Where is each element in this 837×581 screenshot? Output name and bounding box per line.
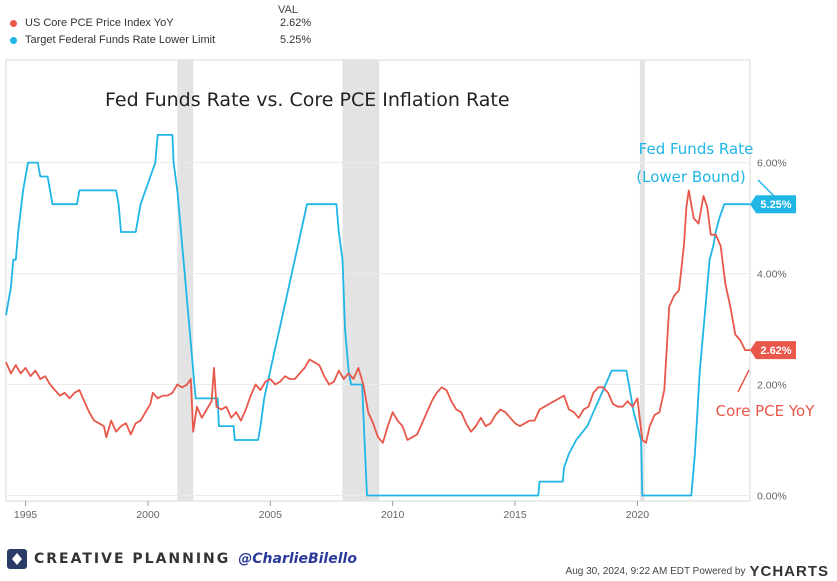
core-pce-end-label: 2.62%	[750, 341, 796, 360]
footer-attribution: Aug 30, 2024, 9:22 AM EDT Powered by YCH…	[566, 563, 829, 580]
brand-logo: CREATIVE PLANNING @CharlieBilello	[6, 548, 357, 570]
y-tick-label: 4.00%	[757, 269, 787, 281]
y-tick-label: 2.00%	[757, 380, 787, 392]
core-pce-annotation: Core PCE YoY	[716, 402, 816, 420]
x-tick-label: 2005	[259, 509, 283, 521]
x-tick-label: 2000	[136, 509, 160, 521]
ycharts-logo: YCHARTS	[749, 563, 829, 580]
footer-timestamp: Aug 30, 2024, 9:22 AM EDT Powered by	[565, 566, 746, 577]
x-tick-label: 2015	[503, 509, 527, 521]
legend-dot-icon	[10, 36, 17, 44]
legend: VAL US Core PCE Price Index YoY 2.62% Ta…	[0, 0, 330, 52]
fed-funds-line	[5, 134, 750, 497]
annotations: Fed Funds Rate (Lower Bound) Core PCE YoY	[636, 140, 815, 420]
fed-funds-annotation: (Lower Bound)	[636, 168, 745, 186]
author-handle: @CharlieBilello	[238, 551, 357, 567]
x-tick-label: 2010	[381, 509, 405, 521]
legend-item-value: 2.62%	[280, 17, 312, 29]
recession-band	[342, 60, 380, 501]
fed-funds-end-label: 5.25%	[750, 195, 796, 214]
x-tick-label: 2020	[626, 509, 650, 521]
end-label-box	[750, 341, 796, 360]
series-lines	[5, 134, 750, 497]
end-label-box	[750, 195, 796, 214]
fed-funds-annotation: Fed Funds Rate	[639, 140, 754, 158]
y-axis: 0.00% 2.00% 4.00% 6.00%	[757, 158, 787, 503]
end-label-text: 2.62%	[760, 345, 791, 357]
recession-band	[639, 60, 645, 501]
legend-item-fed-funds[interactable]: Target Federal Funds Rate Lower Limit 5.…	[10, 34, 320, 50]
legend-dot-icon	[10, 19, 17, 27]
brand-name: CREATIVE PLANNING	[34, 551, 231, 567]
x-axis: 1995 2000 2005 2010 2015 2020	[14, 501, 649, 521]
series-end-labels: 5.25% 2.62%	[750, 195, 796, 360]
x-tick-label: 1995	[14, 509, 38, 521]
y-tick-label: 0.00%	[757, 490, 787, 502]
end-label-text: 5.25%	[760, 199, 791, 211]
chart-title: Fed Funds Rate vs. Core PCE Inflation Ra…	[105, 89, 510, 111]
legend-item-label: Target Federal Funds Rate Lower Limit	[25, 34, 216, 46]
legend-val-header: VAL	[278, 4, 298, 16]
creative-planning-logo-icon	[7, 549, 27, 569]
annotation-arrow	[737, 369, 750, 393]
annotation-arrow	[757, 179, 777, 199]
core-pce-line	[5, 189, 750, 444]
legend-item-label: US Core PCE Price Index YoY	[25, 17, 174, 29]
legend-item-value: 5.25%	[280, 34, 312, 46]
y-tick-label: 6.00%	[757, 158, 787, 170]
legend-item-core-pce[interactable]: US Core PCE Price Index YoY 2.62%	[10, 17, 320, 33]
